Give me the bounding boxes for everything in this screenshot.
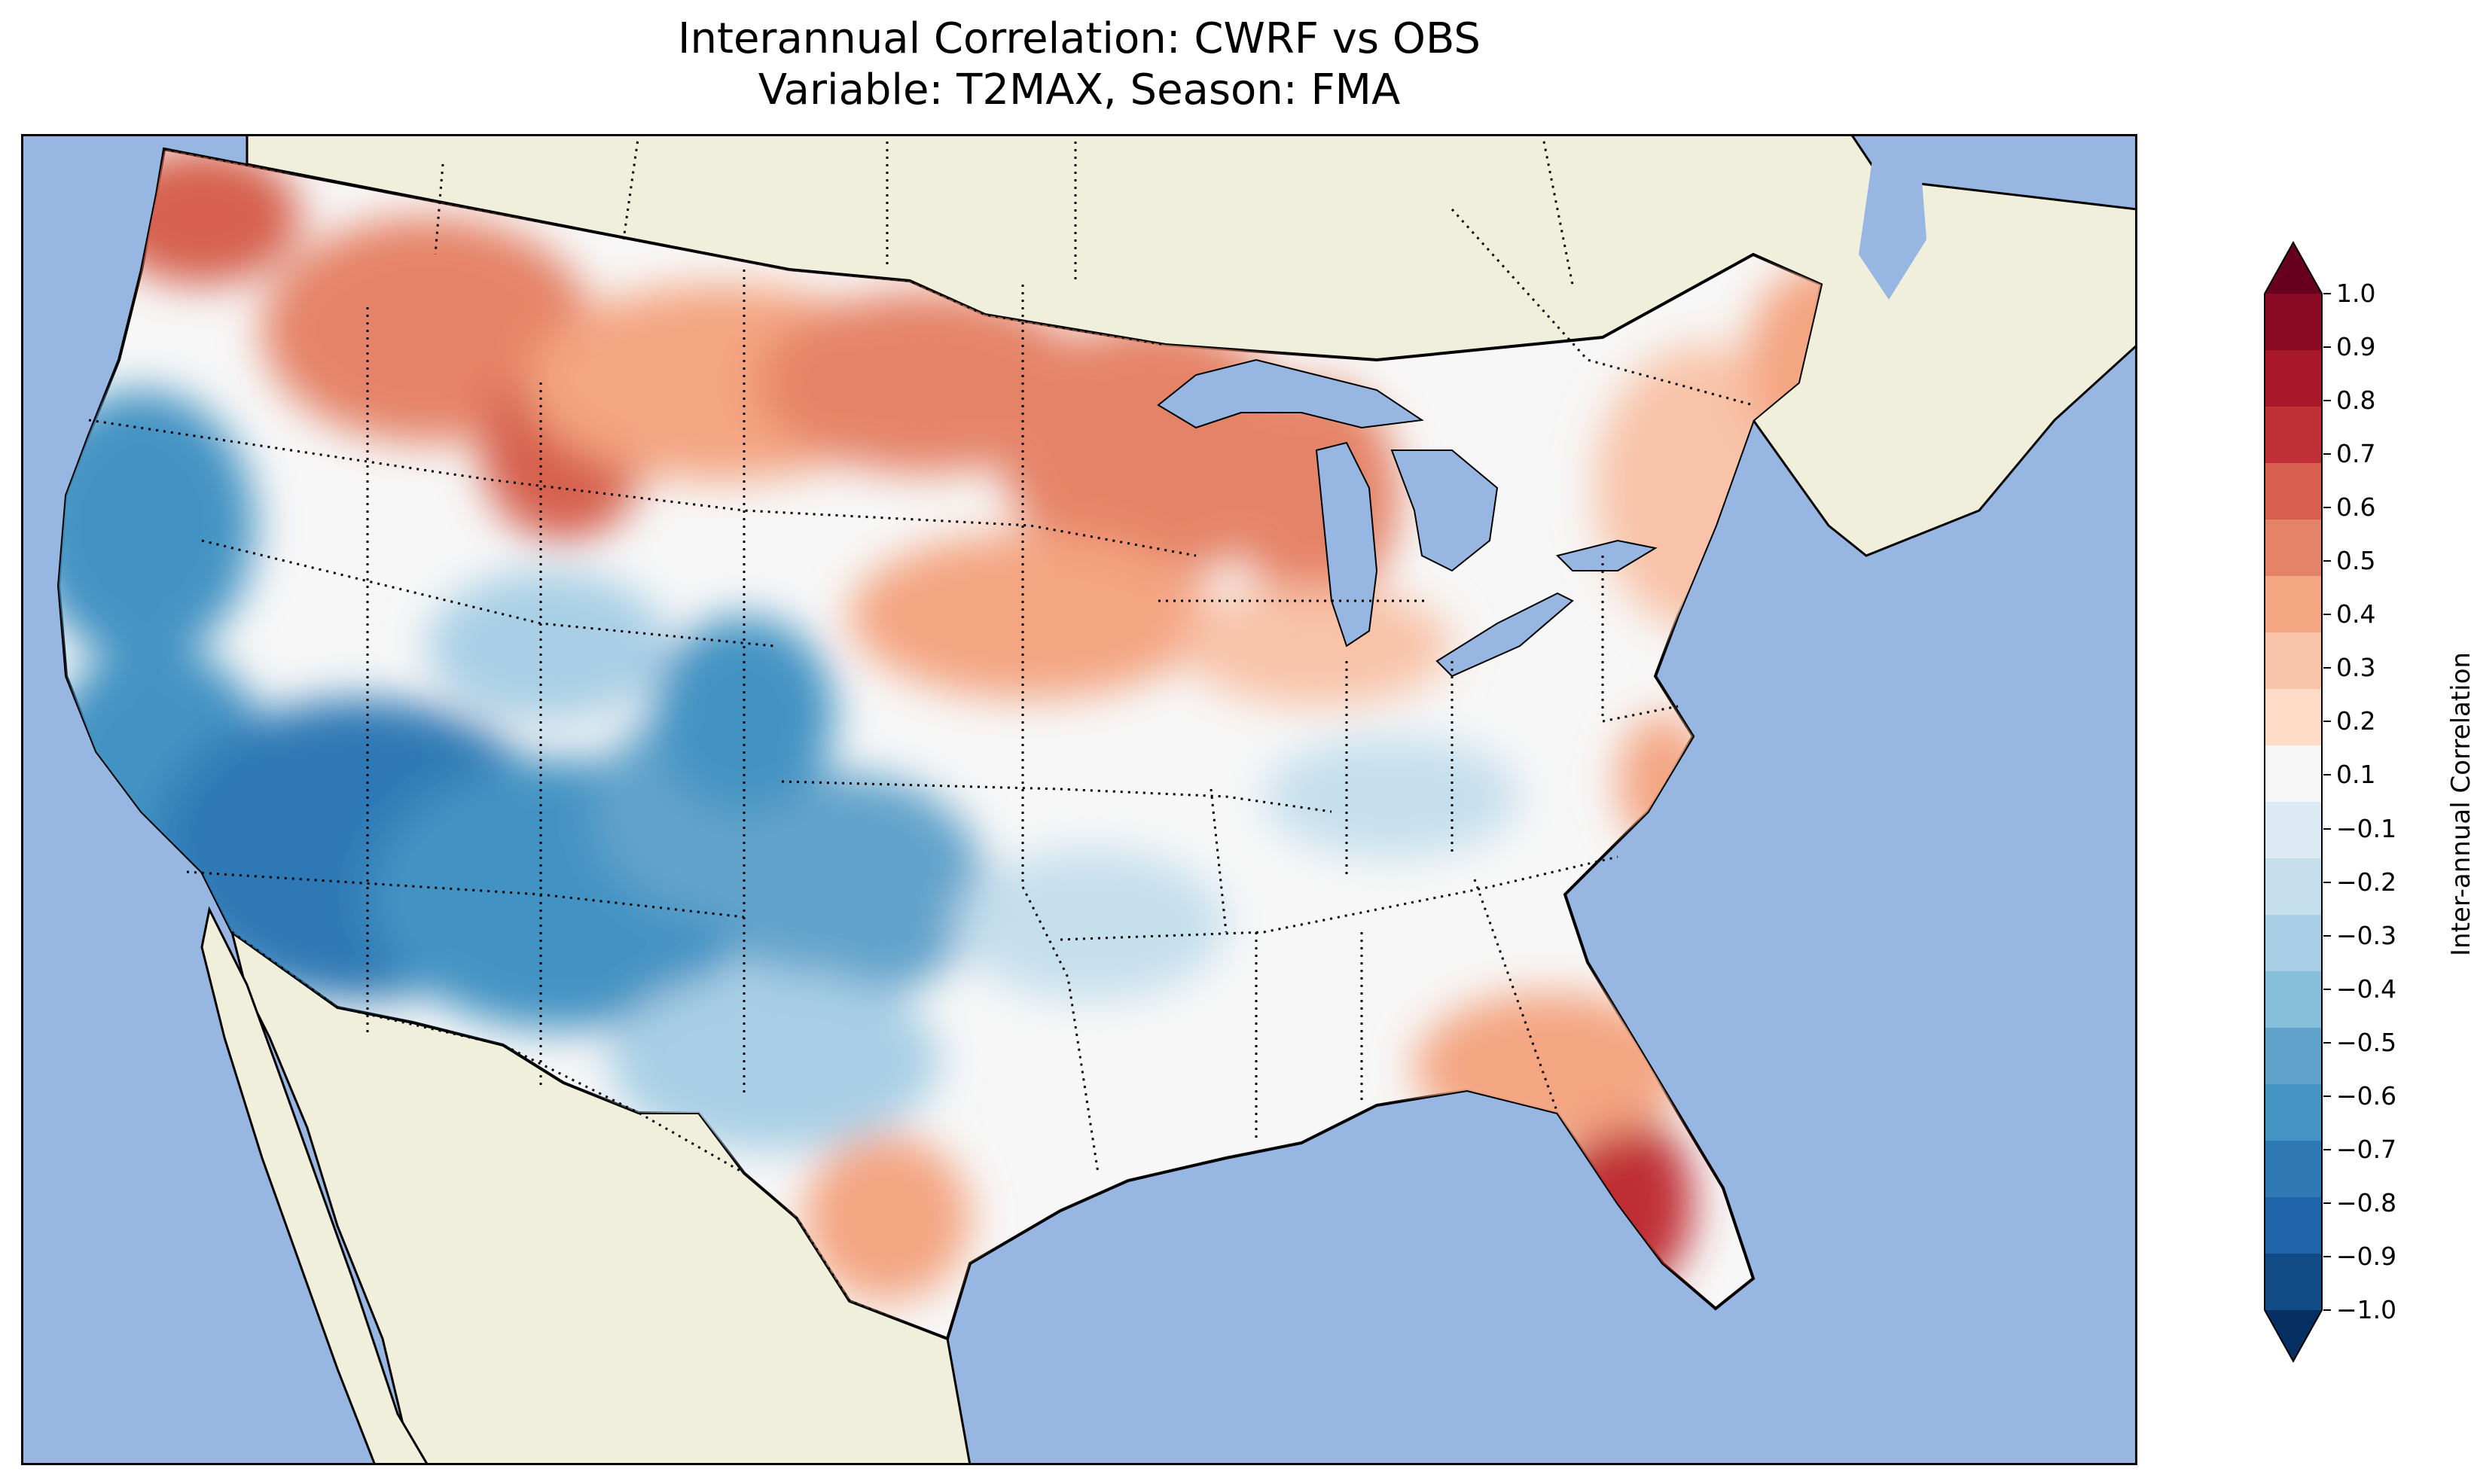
colorbar-band — [2265, 1084, 2322, 1141]
colorbar-band — [2265, 1254, 2322, 1311]
colorbar-band — [2265, 632, 2322, 690]
colorbar-band — [2265, 858, 2322, 916]
colorbar-tick-mark — [2323, 1255, 2331, 1257]
country-borders — [163, 134, 1754, 1340]
colorbar-tick-label: −0.6 — [2336, 1080, 2397, 1111]
chart-title: Interannual Correlation: CWRF vs OBS Var… — [21, 14, 2137, 116]
lake-huron — [1390, 449, 1499, 572]
colorbar-tick-label: −0.2 — [2336, 867, 2397, 897]
baja-peninsula — [200, 906, 429, 1465]
colorbar-tick-label: 0.5 — [2336, 546, 2376, 576]
colorbar-band — [2265, 576, 2322, 633]
colorbar-tick-mark — [2323, 988, 2331, 990]
colorbar-tick-mark — [2323, 346, 2331, 349]
colorbar-extend-max — [2265, 242, 2322, 294]
colorbar-tick-mark — [2323, 721, 2331, 723]
colorbar — [2264, 241, 2323, 1363]
colorbar-band — [2265, 689, 2322, 746]
lake-michigan — [1315, 441, 1378, 648]
colorbar-tick-label: 0.9 — [2336, 332, 2376, 362]
colorbar-tick-label: −0.1 — [2336, 813, 2397, 843]
colorbar-band — [2265, 745, 2322, 803]
colorbar-label: Inter-annual Correlation — [2446, 652, 2474, 956]
colorbar-tick-label: 1.0 — [2336, 279, 2376, 308]
colorbar-tick-mark — [2323, 614, 2331, 616]
colorbar-tick-mark — [2323, 453, 2331, 456]
colorbar-tick-mark — [2323, 934, 2331, 937]
correlation-map — [21, 134, 2137, 1465]
colorbar-tick-label: 0.6 — [2336, 492, 2376, 523]
title-line-2: Variable: T2MAX, Season: FMA — [758, 66, 1401, 114]
colorbar-tick-label: −0.7 — [2336, 1134, 2397, 1164]
colorbar-tick-label: 0.8 — [2336, 385, 2376, 416]
colorbar-tick-mark — [2323, 1309, 2331, 1311]
colorbar-band — [2265, 520, 2322, 577]
colorbar-tick-label: 0.7 — [2336, 439, 2376, 469]
colorbar-tick-mark — [2323, 560, 2331, 562]
colorbar-band — [2265, 802, 2322, 859]
lake-ontario — [1556, 539, 1658, 571]
greenland-bay-inlet — [1859, 142, 1926, 300]
colorbar-tick-mark — [2323, 1041, 2331, 1044]
colorbar-band — [2265, 294, 2322, 351]
colorbar-tick-mark — [2323, 774, 2331, 776]
colorbar-tick-mark — [2323, 1202, 2331, 1204]
colorbar-band — [2265, 971, 2322, 1028]
colorbar-tick-label: 0.3 — [2336, 653, 2376, 683]
great-lakes — [1157, 358, 1658, 678]
colorbar-tick-label: −0.5 — [2336, 1027, 2397, 1057]
colorbar-band — [2265, 463, 2322, 520]
colorbar-band — [2265, 407, 2322, 464]
colorbar-tick-label: −1.0 — [2336, 1295, 2397, 1324]
colorbar-tick-mark — [2323, 827, 2331, 830]
colorbar-tick-label: −0.9 — [2336, 1241, 2397, 1271]
colorbar-tick-mark — [2323, 667, 2331, 669]
colorbar-band — [2265, 1197, 2322, 1254]
colorbar-tick-label: −0.8 — [2336, 1187, 2397, 1217]
colorbar-tick-mark — [2323, 400, 2331, 402]
map-border — [21, 134, 2137, 1465]
title-line-1: Interannual Correlation: CWRF vs OBS — [678, 14, 1481, 63]
colorbar-tick-mark — [2323, 881, 2331, 883]
colorbar-band — [2265, 1141, 2322, 1198]
colorbar-tick-mark — [2323, 1095, 2331, 1097]
colorbar-tick-mark — [2323, 1148, 2331, 1150]
colorbar-tick-label: 0.2 — [2336, 706, 2376, 736]
colorbar-tick-label: 0.4 — [2336, 599, 2376, 629]
lake-superior — [1157, 358, 1424, 429]
colorbar-tick-label: 0.1 — [2336, 760, 2376, 790]
colorbar-band — [2265, 915, 2322, 972]
colorbar-extend-min — [2265, 1310, 2322, 1361]
state-borders — [88, 270, 1679, 1174]
colorbar-tick-label: −0.3 — [2336, 920, 2397, 950]
colorbar-tick-mark — [2323, 293, 2331, 294]
colorbar-band — [2265, 1028, 2322, 1085]
colorbar-tick-label: −0.4 — [2336, 974, 2397, 1004]
colorbar-swatches — [2265, 242, 2322, 1361]
colorbar-band — [2265, 350, 2322, 407]
colorbar-outline — [2264, 241, 2323, 1363]
colorbar-tick-mark — [2323, 507, 2331, 509]
